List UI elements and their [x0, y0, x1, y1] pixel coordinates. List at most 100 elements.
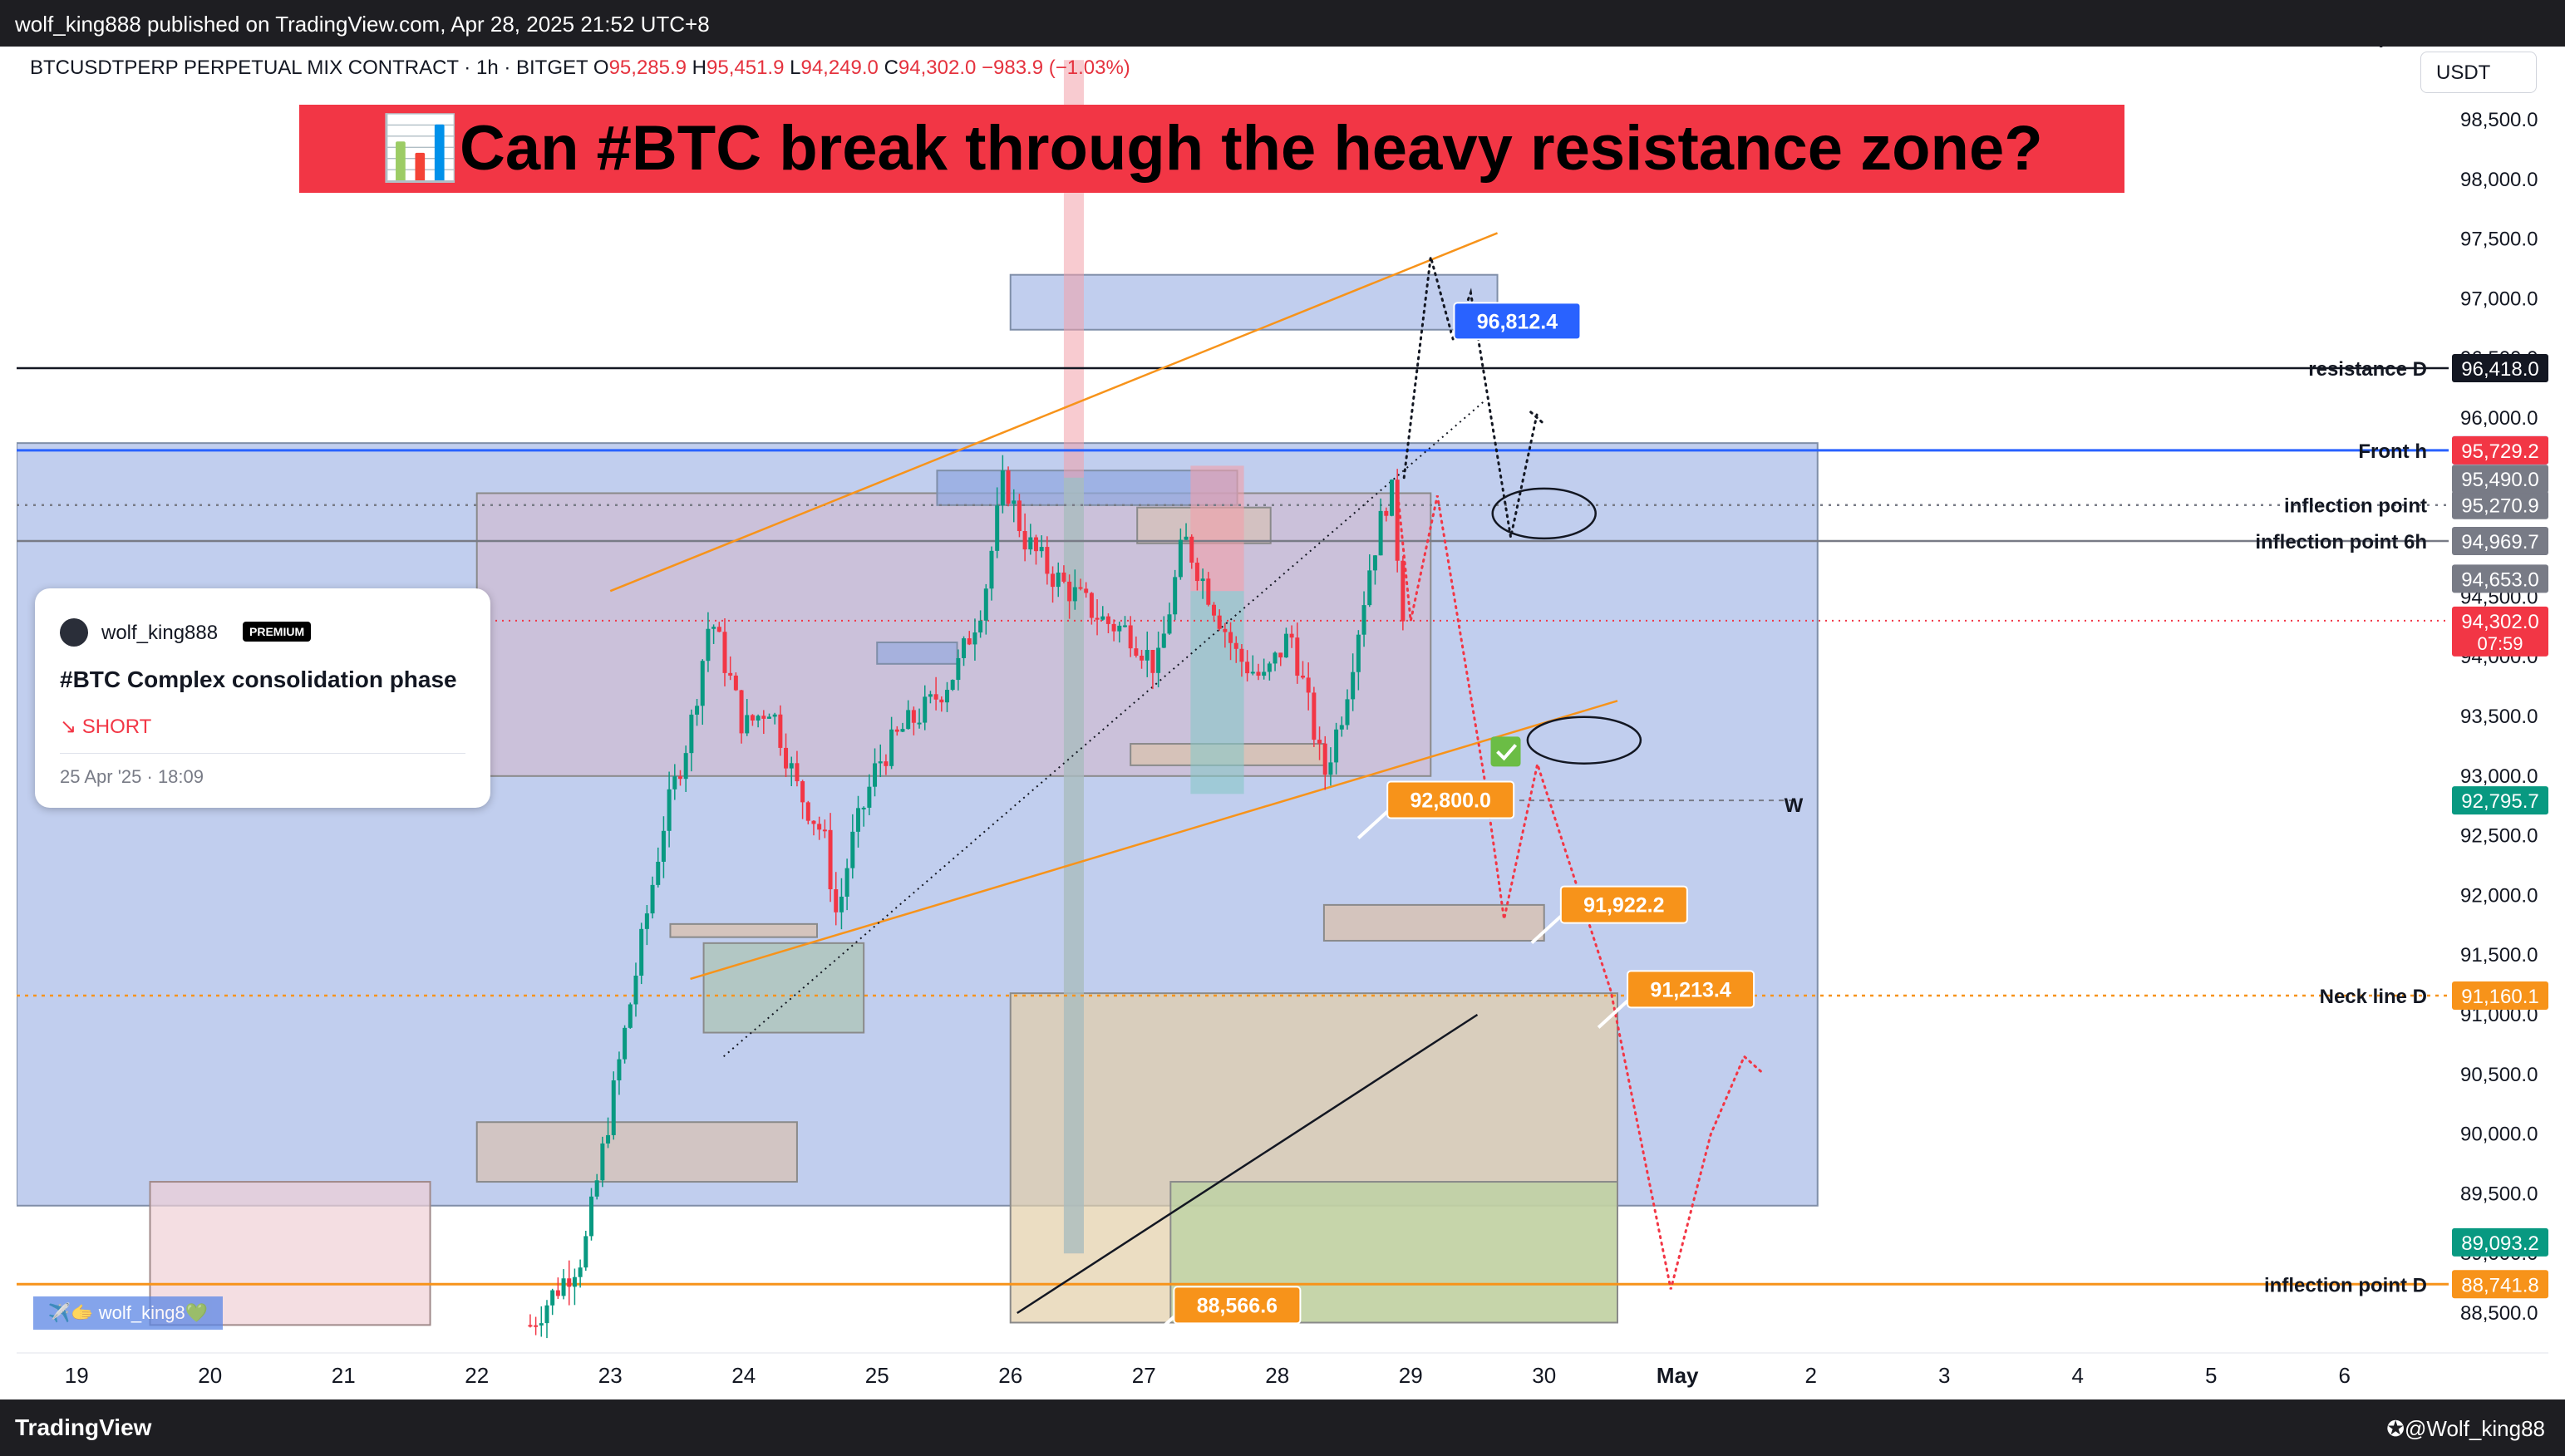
currency-button[interactable]: USDT: [2420, 52, 2537, 93]
publish-line: wolf_king888 published on TradingView.co…: [15, 12, 710, 37]
hline-tag[interactable]: 96,418.0: [2452, 353, 2548, 382]
close-value: 94,302.0: [898, 57, 977, 79]
card-username[interactable]: wolf_king888: [101, 622, 219, 644]
high-label: H: [692, 57, 707, 79]
candle-body: [1134, 648, 1139, 656]
candle-body: [534, 1325, 539, 1327]
candle: [1401, 555, 1406, 631]
candle-body: [1250, 671, 1255, 674]
candle-body: [1262, 671, 1267, 676]
candle-body: [650, 884, 655, 914]
x-tick-label: 29: [1399, 1363, 1423, 1388]
symbol-header[interactable]: BTCUSDTPERP PERPETUAL MIX CONTRACT · 1h …: [30, 57, 1130, 80]
price-tag[interactable]: 95,490.0: [2452, 465, 2548, 494]
candle-body: [661, 830, 666, 862]
price-tag[interactable]: 94,653.0: [2452, 564, 2548, 593]
x-tick-label: 26: [998, 1363, 1022, 1388]
candle-body: [1361, 605, 1366, 635]
x-tick-label: 20: [198, 1363, 222, 1388]
candle: [850, 814, 855, 879]
candle: [1145, 631, 1150, 677]
candle: [889, 716, 894, 770]
callout-label[interactable]: 92,800.0: [1356, 780, 1515, 839]
author-handle: ✪@Wolf_king88: [2386, 1416, 2545, 1441]
candle: [656, 847, 661, 888]
candle: [1117, 621, 1122, 643]
tradingview-logo[interactable]: TradingView: [15, 1414, 152, 1440]
candle-body: [1122, 625, 1127, 627]
candle-body: [1339, 725, 1344, 730]
projection-arrow: [1529, 411, 1546, 425]
callout-label[interactable]: 96,812.4: [1424, 302, 1582, 361]
price-tag[interactable]: 95,729.2: [2452, 435, 2548, 465]
price-tag[interactable]: 92,795.7: [2452, 786, 2548, 815]
candle: [561, 1269, 566, 1300]
candle: [1173, 569, 1178, 621]
candle: [623, 1025, 628, 1064]
hline-tag[interactable]: 94,969.7: [2452, 526, 2548, 555]
candle-body: [1194, 563, 1199, 582]
candle: [1300, 661, 1305, 680]
candle: [1283, 627, 1288, 658]
x-tick-label: 4: [2071, 1363, 2083, 1388]
candle-body: [1217, 615, 1222, 629]
candle: [1378, 498, 1383, 556]
callout-label[interactable]: 91,213.4: [1597, 970, 1755, 1029]
candle-body: [1189, 536, 1194, 563]
price-tag[interactable]: 89,093.2: [2452, 1227, 2548, 1257]
candle: [628, 1002, 633, 1029]
price-tag[interactable]: 94,302.007:59: [2452, 606, 2548, 657]
candle-body: [1067, 581, 1072, 602]
small-zone-h: [1322, 903, 1545, 942]
candle: [1267, 662, 1272, 681]
hline-tag[interactable]: 95,270.9: [2452, 490, 2548, 519]
y-tick-label: 92,000.0: [2460, 884, 2538, 907]
candle-body: [1100, 616, 1105, 620]
countdown-value: 07:59: [2477, 633, 2523, 654]
candle-body: [1000, 470, 1005, 506]
candle: [900, 722, 905, 733]
candle: [745, 699, 750, 736]
candle: [1262, 658, 1267, 680]
candle: [1012, 489, 1017, 523]
candle: [1211, 602, 1216, 622]
candle: [606, 1117, 611, 1149]
price-tag-value: 89,093.2: [2461, 1232, 2538, 1255]
x-tick-label: 27: [1132, 1363, 1156, 1388]
candle: [1189, 534, 1194, 569]
x-tick-label: 19: [65, 1363, 89, 1388]
symbol-name[interactable]: BTCUSDTPERP PERPETUAL MIX CONTRACT · 1h …: [30, 57, 588, 79]
card-date: 25 Apr '25 · 18:09: [60, 766, 204, 787]
hline-tag[interactable]: 88,741.8: [2452, 1270, 2548, 1299]
y-tick-label: 93,500.0: [2460, 706, 2538, 728]
y-tick-label: 98,500.0: [2460, 109, 2538, 131]
hline-label: Neck line D: [2320, 986, 2427, 1008]
hline-tag[interactable]: 91,160.1: [2452, 981, 2548, 1011]
idea-card[interactable]: wolf_king888 PREMIUM #BTC Complex consol…: [35, 588, 490, 808]
candle: [534, 1316, 539, 1335]
callout-label[interactable]: 88,566.6: [1144, 1286, 1302, 1345]
candle-body: [822, 829, 827, 832]
candle-body: [528, 1325, 533, 1327]
candle-body: [1233, 642, 1238, 649]
price-chart[interactable]: W 96,812.4 92,800.0 91,922.2 91,213.4 88,566…: [17, 26, 2548, 1399]
candle-body: [628, 1004, 633, 1028]
candle: [766, 713, 771, 719]
candle-body: [1022, 531, 1027, 550]
chart-pane[interactable]: W 96,812.4 92,800.0 91,922.2 91,213.4 88,566…: [17, 26, 2548, 1399]
candle: [923, 685, 928, 730]
red-bar-2: [1190, 465, 1244, 592]
card-title[interactable]: #BTC Complex consolidation phase: [60, 667, 457, 692]
y-tick-label: 91,500.0: [2460, 944, 2538, 967]
candle-body: [944, 690, 949, 703]
candle: [1361, 591, 1366, 647]
candle-body: [1295, 637, 1300, 676]
candle: [722, 618, 727, 686]
candle-body: [1017, 500, 1022, 532]
card-divider: [60, 753, 465, 754]
candle-body: [855, 808, 860, 832]
candle-body: [706, 628, 711, 662]
callout-label[interactable]: 91,922.2: [1530, 885, 1688, 945]
y-tick-label: 97,000.0: [2460, 288, 2538, 310]
candle: [789, 756, 794, 787]
